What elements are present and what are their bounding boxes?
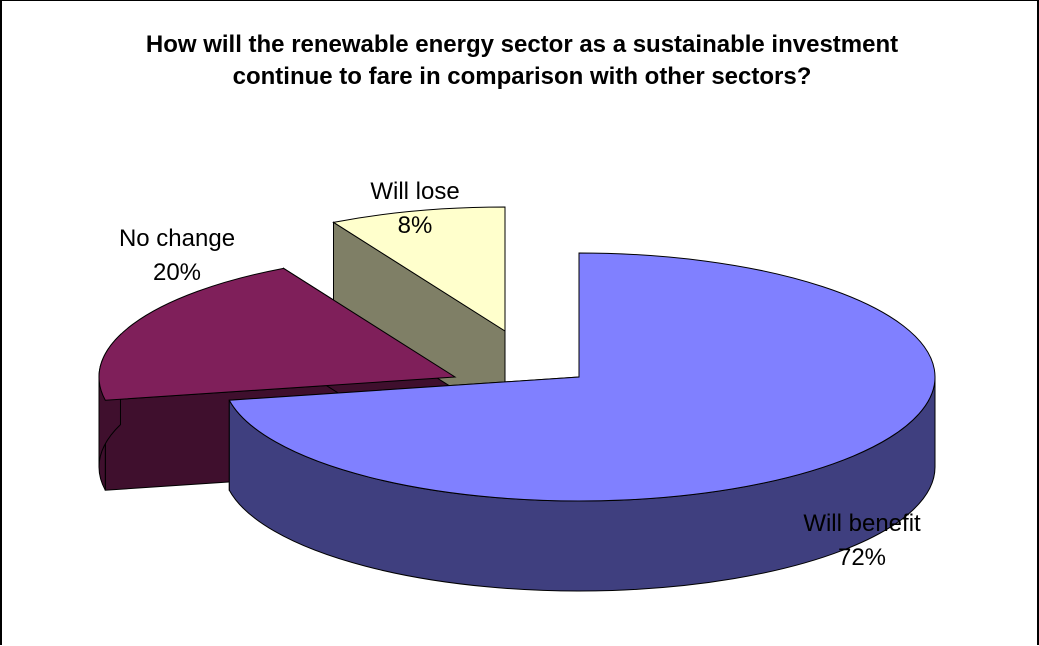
data-label-will-lose: Will lose 8% [370, 178, 459, 239]
data-label-no-change: No change 20% [119, 225, 235, 286]
data-label-value: 72% [838, 544, 886, 571]
data-label-category: Will lose [370, 178, 459, 205]
data-label-value: 8% [398, 212, 433, 239]
data-label-will-benefit: Will benefit 72% [803, 510, 921, 571]
data-label-value: 20% [153, 259, 201, 286]
pie-slice-will-benefit [228, 252, 936, 502]
pie-slice-will-lose [332, 206, 506, 332]
data-label-category: No change [119, 225, 235, 252]
data-label-category: Will benefit [803, 510, 921, 537]
chart-title: How will the renewable energy sector as … [145, 31, 899, 90]
pie-slice-no-change [98, 267, 457, 401]
